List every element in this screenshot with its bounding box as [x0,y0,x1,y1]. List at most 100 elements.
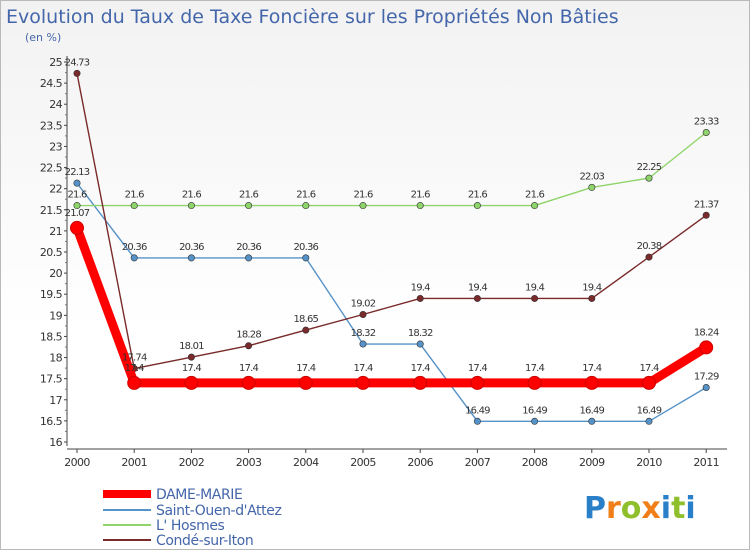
data-point [187,202,195,210]
data-label: 20.36 [293,242,318,253]
data-point [473,294,481,302]
data-label: 17.4 [525,363,545,374]
data-point [302,326,310,334]
data-point [645,417,653,425]
logo-letter: r [606,491,621,526]
data-point [416,294,424,302]
data-point [73,202,81,210]
data-point [702,129,710,137]
data-label: 19.4 [468,282,488,293]
data-label: 18.32 [408,328,433,339]
data-label: 20.36 [122,242,147,253]
data-label: 17.29 [694,372,719,383]
data-point [245,342,253,350]
y-tick-label: 20 [49,267,62,280]
chart-title: Evolution du Taux de Taxe Foncière sur l… [6,6,619,28]
data-label: 21.6 [353,190,373,201]
logo-letter: i [661,491,671,526]
y-tick-label: 24 [49,98,62,111]
y-tick-label: 18 [49,352,62,365]
data-label: 17.4 [353,363,373,374]
x-tick-label: 2011 [693,456,719,469]
data-label: 17.74 [122,353,147,364]
y-tick-label: 21.5 [40,204,63,217]
data-label: 20.38 [637,241,662,252]
data-point [187,353,195,361]
series-cond-sur-iton [73,69,710,373]
data-point [73,179,81,187]
data-label: 22.25 [637,162,662,173]
y-tick-label: 22.5 [40,162,63,175]
x-tick-label: 2007 [465,456,491,469]
data-point [416,202,424,210]
x-tick-label: 2008 [522,456,548,469]
logo-letter: o [621,491,642,526]
x-tick-label: 2009 [579,456,605,469]
legend-label: DAME-MARIE [156,487,242,503]
x-tick-label: 2004 [293,456,319,469]
x-tick-label: 2010 [636,456,662,469]
data-label: 21.6 [239,190,259,201]
data-point [127,375,142,390]
series-line [76,182,707,423]
logo-letter: x [641,491,660,526]
legend-label: Condé-sur-Iton [156,533,253,549]
y-tick-label: 16.5 [40,415,63,428]
y-tick-label: 22 [49,183,62,196]
data-point [473,417,481,425]
data-label: 16.49 [637,405,662,416]
data-label: 19.4 [525,282,545,293]
data-label: 17.4 [468,363,488,374]
x-tick-label: 2006 [407,456,433,469]
x-tick-label: 2002 [179,456,205,469]
data-label: 19.4 [411,282,431,293]
data-point [359,310,367,318]
data-point [699,340,714,355]
data-point [702,384,710,392]
data-point [184,375,199,390]
data-point [130,202,138,210]
y-tick-label: 17 [49,394,62,407]
data-point [73,69,81,77]
data-point [70,220,84,235]
data-point [470,375,485,390]
data-point [584,375,599,390]
y-tick-label: 16 [49,436,62,449]
x-tick-label: 2000 [64,456,90,469]
data-label: 21.6 [296,190,316,201]
data-point [245,202,253,210]
data-label: 21.07 [65,208,90,219]
x-tick-label: 2005 [350,456,376,469]
data-point [302,202,310,210]
y-tick-label: 17.5 [40,373,63,386]
data-label: 22.03 [579,171,604,182]
data-label: 17.4 [296,363,316,374]
y-tick-label: 18.5 [40,330,63,343]
data-label: 16.49 [522,405,547,416]
data-label: 21.6 [468,190,488,201]
logo-letter: P [584,491,606,526]
data-label: 20.36 [179,242,204,253]
data-point [702,211,710,219]
data-point [588,417,596,425]
logo-letter: t [671,491,685,526]
axes: 1616.51717.51818.51919.52020.52121.52222… [40,56,727,469]
data-point [302,254,310,262]
data-point [187,254,195,262]
legend-label: L' Hosmes [156,518,225,534]
data-label: 20.36 [236,242,261,253]
data-point [645,174,653,182]
data-label: 19.02 [351,298,376,309]
legend-label: Saint-Ouen-d'Attez [156,503,281,519]
series-dame-marie [70,220,714,390]
data-label: 18.28 [236,330,261,341]
data-point [588,294,596,302]
data-point [531,294,539,302]
data-point [531,417,539,425]
y-tick-label: 23.5 [40,119,63,132]
data-point [298,375,313,390]
data-point [527,375,542,390]
data-point [245,254,253,262]
series-layer: 22.13 20.36 20.36 20.36 20.36 18.32 18.32 16.49… [65,57,720,425]
